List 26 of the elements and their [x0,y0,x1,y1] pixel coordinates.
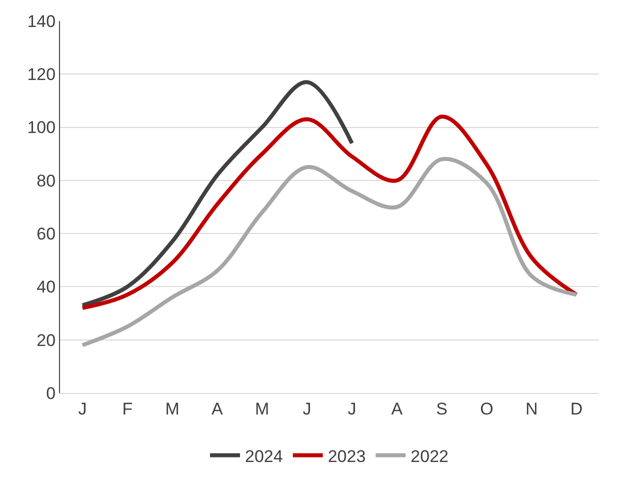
line-series [80,156,579,348]
x-tick-label: M [255,399,270,418]
x-tick-label: J [302,399,312,418]
x-tick-label: S [436,399,448,418]
x-tick-label: N [525,399,538,418]
legend-label: 2024 [245,446,283,466]
legend-label: 2022 [410,446,448,466]
y-tick-label: 140 [27,12,56,31]
x-tick-label: J [78,399,87,418]
y-tick-label: 120 [27,65,56,84]
x-tick-label: A [391,399,404,418]
y-tick-label: 20 [36,330,56,350]
x-tick-label: O [480,399,494,418]
x-tick-label: M [165,399,180,418]
x-tick-label: D [570,399,583,418]
y-tick-label: 80 [36,171,56,190]
line-series [80,114,579,310]
x-tick-label: J [348,399,356,418]
y-tick-label: 60 [36,224,56,244]
y-tick-label: 0 [46,384,56,403]
y-tick-label: 100 [27,118,56,138]
legend-label: 2023 [328,446,366,466]
y-tick-label: 40 [36,278,56,297]
x-tick-label: A [212,399,224,418]
line-series [80,80,354,308]
x-tick-label: F [122,399,133,418]
